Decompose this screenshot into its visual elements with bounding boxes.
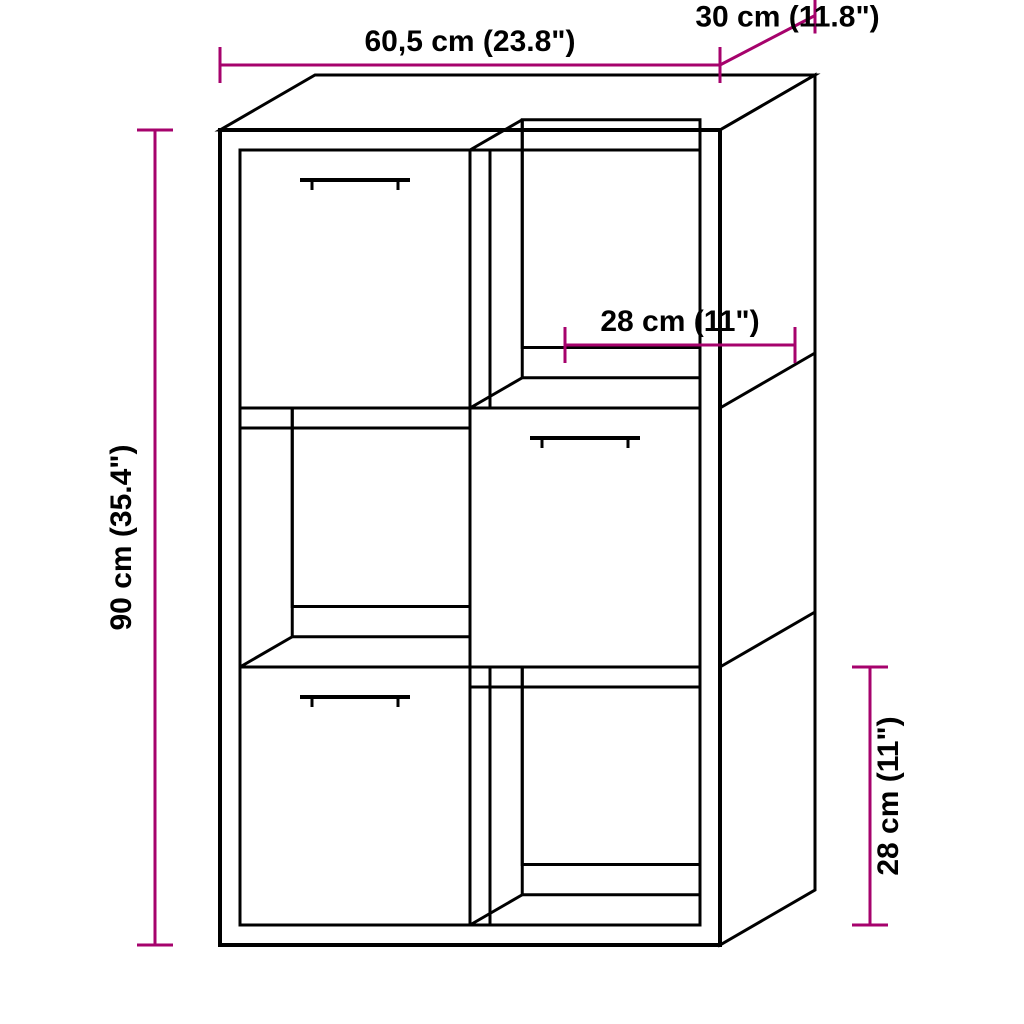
dim-label-shelf-width: 28 cm (11"): [600, 305, 759, 338]
dim-label-height: 90 cm (35.4"): [105, 445, 138, 631]
dim-label-shelf-height: 28 cm (11"): [872, 716, 905, 875]
door-top-left: [240, 150, 470, 408]
furniture-dimension-diagram: 60,5 cm (23.8") 30 cm (11.8") 90 cm (35.4"…: [0, 0, 1024, 1024]
dim-label-width: 60,5 cm (23.8"): [364, 25, 575, 58]
cabinet-body: [220, 75, 815, 945]
door-bottom-left: [240, 667, 470, 925]
door-mid-right: [470, 408, 700, 667]
dim-label-depth: 30 cm (11.8"): [695, 0, 879, 33]
